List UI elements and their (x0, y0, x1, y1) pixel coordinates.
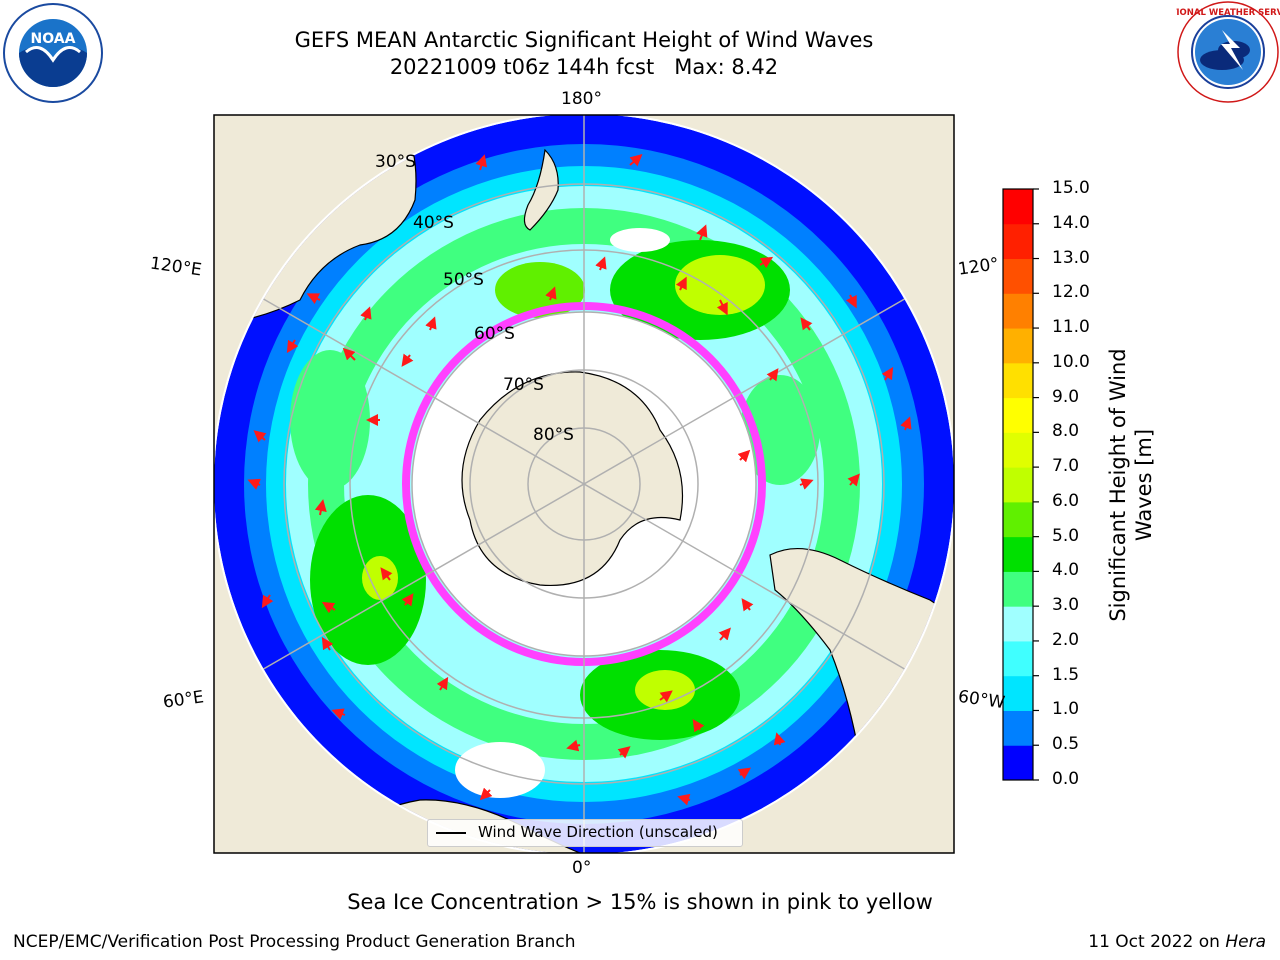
ice-patch-south (455, 742, 545, 798)
chart-subtitle: 20221009 t06z 144h fcst Max: 8.42 (389, 55, 779, 79)
lat-label-50s: 50°S (443, 270, 484, 290)
footer-machine: Hera (1225, 932, 1266, 952)
lat-label-40s: 40°S (413, 213, 454, 233)
colorbar-tick-label: 6.0 (1052, 490, 1080, 511)
lat-label-30s: 30°S (375, 152, 416, 172)
colorbar-label: Significant Height of Wind Waves [m] (1106, 348, 1156, 622)
footer-date: 11 Oct 2022 on Hera (1088, 932, 1266, 952)
colorbar-swatch (1003, 397, 1033, 433)
colorbar-swatch (1003, 640, 1033, 677)
new-zealand-land (523, 148, 559, 231)
lon-label-0: 0° (572, 858, 592, 878)
colorbar-tick-label: 5.0 (1052, 525, 1080, 546)
national-weather-service-logo: NATIONAL WEATHER SERVICE (1176, 1, 1280, 103)
colorbar-tick-label: 9.0 (1052, 386, 1080, 407)
colorbar-tick-label: 4.0 (1052, 560, 1080, 581)
colorbar (1003, 188, 1039, 781)
legend-line-swatch (436, 832, 466, 834)
lat-label-80s: 80°S (533, 425, 574, 445)
colorbar-tick-label: 12.0 (1052, 282, 1090, 303)
sea-ice-caption: Sea Ice Concentration > 15% is shown in … (347, 890, 933, 914)
footer-credit: NCEP/EMC/Verification Post Processing Pr… (13, 932, 576, 952)
colorbar-swatch (1003, 571, 1033, 607)
colorbar-tick-label: 13.0 (1052, 247, 1090, 268)
colorbar-tick-label: 14.0 (1052, 212, 1090, 233)
colorbar-swatch (1003, 675, 1033, 711)
wave-zone-west (290, 350, 370, 490)
noaa-logo: NOAA (3, 3, 103, 103)
colorbar-tick-label: 15.0 (1052, 178, 1090, 198)
colorbar-swatch (1003, 293, 1033, 329)
colorbar-tick-label: 7.0 (1052, 456, 1080, 477)
colorbar-tick-label: 11.0 (1052, 317, 1090, 338)
colorbar-tick-label: 8.0 (1052, 421, 1080, 442)
colorbar-swatch (1003, 432, 1033, 468)
colorbar-swatch (1003, 536, 1033, 572)
antarctica-land (461, 371, 683, 587)
colorbar-swatch (1003, 745, 1033, 781)
colorbar-tick-label: 10.0 (1052, 351, 1090, 372)
colorbar-tick-label: 1.0 (1052, 699, 1080, 720)
footer-date-text: 11 Oct 2022 on (1088, 932, 1226, 952)
colorbar-swatch (1003, 710, 1033, 746)
lon-label-180: 180° (561, 89, 602, 109)
colorbar-swatch (1003, 362, 1033, 399)
colorbar-swatch (1003, 501, 1033, 538)
lat-label-60s: 60°S (474, 324, 515, 344)
svg-text:NOAA: NOAA (31, 31, 76, 47)
legend: Wind Wave Direction (unscaled) (427, 819, 743, 847)
map-frame (213, 114, 955, 854)
graticule (214, 115, 954, 853)
wave-peak-atlantic (635, 670, 695, 710)
colorbar-swatch (1003, 606, 1033, 642)
wave-peak-indian (362, 556, 398, 600)
legend-label: Wind Wave Direction (unscaled) (478, 823, 718, 841)
colorbar-swatch (1003, 258, 1033, 294)
chart-title: GEFS MEAN Antarctic Significant Height o… (294, 28, 874, 52)
wave-direction-arrows (247, 154, 912, 806)
lat-label-70s: 70°S (503, 375, 544, 395)
colorbar-frame (1002, 188, 1034, 781)
svg-text:NATIONAL WEATHER SERVICE: NATIONAL WEATHER SERVICE (1176, 8, 1280, 18)
colorbar-tick-label: 3.0 (1052, 595, 1080, 616)
colorbar-tick-label: 2.0 (1052, 629, 1080, 650)
wave-peak-pacific (675, 255, 765, 315)
colorbar-swatch (1003, 189, 1033, 225)
colorbar-swatch (1003, 467, 1033, 503)
colorbar-tick-label: 0.5 (1052, 734, 1080, 755)
ice-patch-north (610, 228, 670, 252)
colorbar-swatch (1003, 223, 1033, 260)
colorbar-swatch (1003, 328, 1033, 364)
colorbar-tick-label: 1.5 (1052, 664, 1080, 685)
colorbar-tick-label: 0.0 (1052, 769, 1080, 789)
